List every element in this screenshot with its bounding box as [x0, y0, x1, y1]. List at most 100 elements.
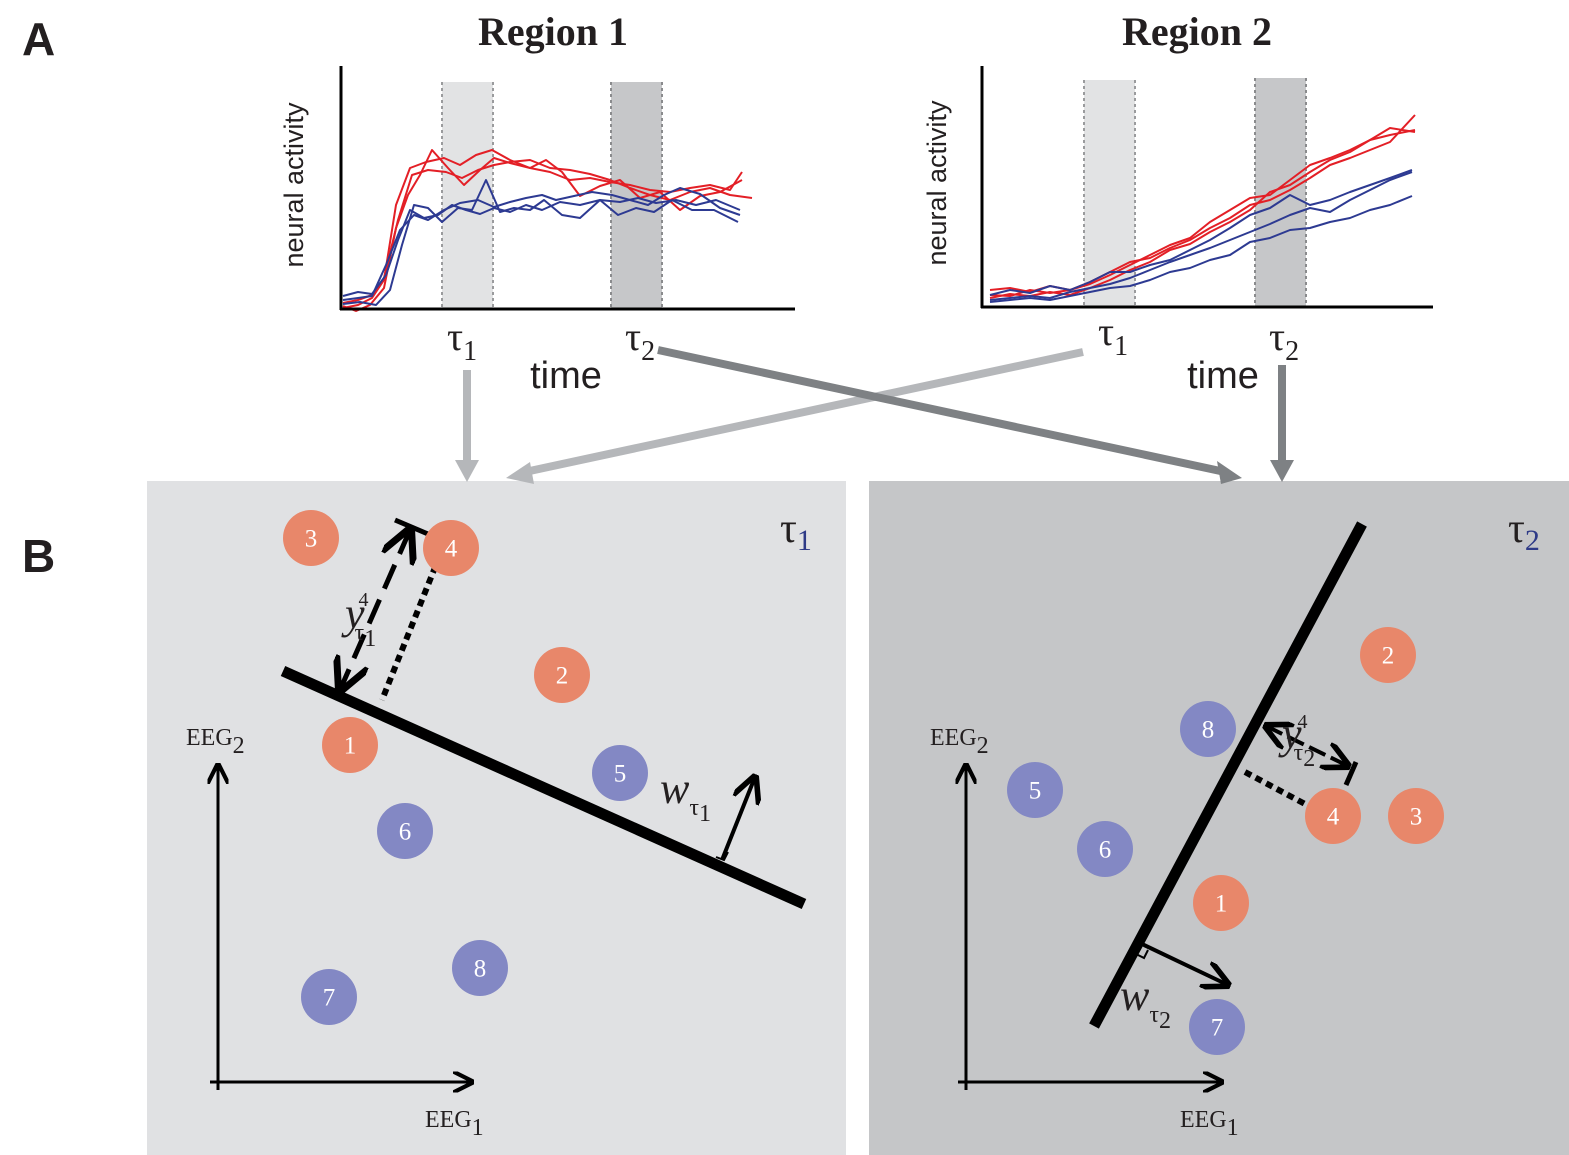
scatter-points: 1 2 3 4 5 6 7 8 — [1007, 627, 1444, 1055]
blue-trace — [989, 171, 1413, 301]
point-label: 2 — [1382, 643, 1395, 670]
blue-trace — [989, 169, 1413, 296]
distance-marker — [340, 530, 410, 690]
arrow-r2-tau1 — [524, 348, 1084, 476]
point-circle — [1388, 788, 1444, 844]
point-2: 2 — [1360, 627, 1416, 683]
weight-vector — [720, 777, 755, 861]
weight-label: wτ2 — [1120, 971, 1171, 1034]
distance-label: y4 τ2 — [1278, 709, 1315, 772]
tick-tau1: τ1 — [447, 314, 477, 367]
point-label: 6 — [399, 819, 412, 846]
region-2-plot: Region 2 neural activity time τ1 τ2 — [922, 9, 1433, 397]
blue-trace — [342, 197, 741, 297]
point-circle — [1360, 627, 1416, 683]
point-4: 4 — [1305, 788, 1361, 844]
eeg2-label: EEG2 — [930, 725, 989, 759]
point-8: 8 — [1180, 701, 1236, 757]
point-circle — [377, 803, 433, 859]
point-5: 5 — [592, 745, 648, 801]
point-label: 7 — [323, 985, 336, 1012]
point-6: 6 — [377, 803, 433, 859]
tick-tau2: τ2 — [625, 314, 655, 367]
scatter-points: 1 2 3 4 5 6 7 8 — [283, 510, 648, 1025]
point-circle — [1077, 821, 1133, 877]
tau1-band — [442, 82, 493, 308]
point-label: 8 — [474, 956, 487, 983]
decision-boundary — [1089, 521, 1367, 1029]
decision-boundary — [280, 665, 807, 910]
weight-label: wτ1 — [660, 764, 711, 827]
point-circle — [1007, 762, 1063, 818]
point-7: 7 — [301, 969, 357, 1025]
point-label: 3 — [1410, 804, 1423, 831]
point-circle — [283, 510, 339, 566]
point-4: 4 — [423, 520, 479, 576]
distance-marker — [1266, 726, 1348, 766]
region-1-traces — [342, 149, 753, 312]
point-3: 3 — [283, 510, 339, 566]
tau1-band — [1084, 80, 1135, 306]
y-axis-label: neural activity — [922, 100, 952, 266]
point-label: 1 — [344, 733, 357, 760]
red-trace — [989, 114, 1416, 293]
arrow-r1-tau2 — [657, 346, 1226, 476]
point-circle — [1193, 875, 1249, 931]
tick-tau1: τ1 — [1098, 309, 1128, 362]
point-1: 1 — [322, 717, 378, 773]
point-circle — [423, 520, 479, 576]
eeg2-label: EEG2 — [186, 725, 245, 759]
scatter-panel-tau1: τ1 EEG2 EEG1 wτ1 y4 τ1 1 2 3 4 5 6 7 8 — [186, 506, 812, 1141]
point-label: 2 — [556, 663, 569, 690]
panel-label-a: A — [22, 13, 55, 65]
scatter-panel-tau2: τ2 EEG2 EEG1 wτ2 y4 τ2 1 2 3 4 5 6 7 8 — [930, 506, 1540, 1141]
point-1: 1 — [1193, 875, 1249, 931]
point-label: 4 — [1327, 804, 1340, 831]
x-axis-label: time — [530, 355, 602, 397]
point-label: 1 — [1215, 891, 1228, 918]
weight-vector — [1141, 942, 1228, 985]
point-label: 8 — [1202, 717, 1215, 744]
panel-tau-label: τ1 — [780, 506, 812, 557]
blue-trace — [342, 179, 739, 306]
y-axis-label: neural activity — [279, 102, 309, 268]
point-label: 5 — [1029, 778, 1042, 805]
blue-trace — [989, 195, 1413, 303]
connecting-arrows — [455, 346, 1294, 484]
projection-line — [1243, 769, 1322, 815]
point-circle — [592, 745, 648, 801]
eeg1-label: EEG1 — [425, 1107, 484, 1141]
point-8: 8 — [452, 940, 508, 996]
red-trace — [342, 149, 743, 312]
point-circle — [1189, 999, 1245, 1055]
blue-trace — [342, 187, 741, 301]
region-2-traces — [989, 114, 1416, 303]
eeg1-label: EEG1 — [1180, 1107, 1239, 1141]
red-trace — [989, 127, 1416, 297]
point-label: 7 — [1211, 1015, 1224, 1042]
point-circle — [1305, 788, 1361, 844]
point-circle — [452, 940, 508, 996]
point-3: 3 — [1388, 788, 1444, 844]
point-label: 3 — [305, 526, 318, 553]
point-6: 6 — [1077, 821, 1133, 877]
point-circle — [1180, 701, 1236, 757]
red-trace — [989, 129, 1416, 299]
tau2-band — [1255, 78, 1306, 306]
point-5: 5 — [1007, 762, 1063, 818]
point-label: 6 — [1099, 837, 1112, 864]
distance-label: y4 τ1 — [341, 589, 376, 652]
point-label: 4 — [445, 536, 458, 563]
point-circle — [322, 717, 378, 773]
region-1-plot: Region 1 neural activity time τ1 τ2 — [279, 9, 795, 397]
panel-label-b: B — [22, 530, 55, 582]
point-circle — [301, 969, 357, 1025]
point-7: 7 — [1189, 999, 1245, 1055]
panel-tau-label: τ2 — [1508, 506, 1540, 557]
scatter-panel-tau1-background — [147, 481, 846, 1155]
region-2-title: Region 2 — [1122, 9, 1272, 54]
point-circle — [534, 647, 590, 703]
x-axis-label: time — [1187, 355, 1259, 397]
tick-tau2: τ2 — [1269, 314, 1299, 367]
